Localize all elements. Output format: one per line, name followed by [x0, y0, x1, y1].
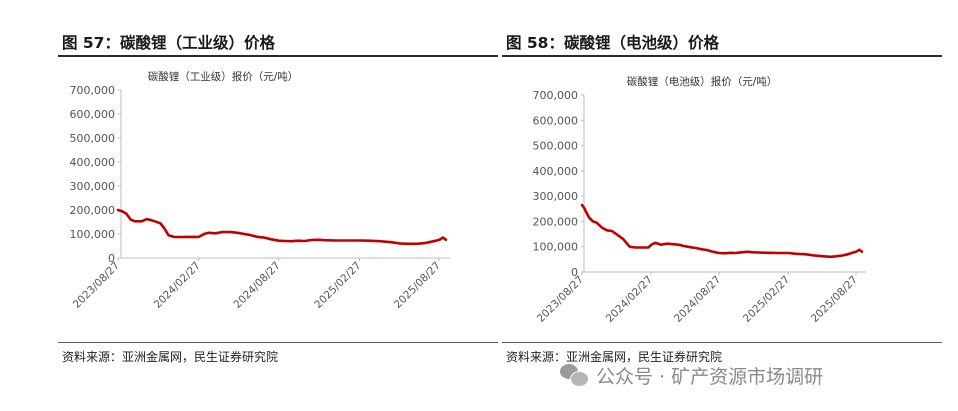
watermark-text: 公众号 · 矿产资源市场调研: [596, 365, 824, 388]
figure-58-panel: 图 58：碳酸锂（电池级）价格 碳酸锂（电池级）报价（元/吨） 700,000 60…: [502, 0, 942, 411]
series-line: [116, 208, 448, 246]
figure-57-panel: 图 57：碳酸锂（工业级）价格 碳酸锂（工业级）报价（元/吨） 700,000 60…: [58, 0, 498, 411]
y-tick-label: 300,000: [70, 180, 116, 193]
x-tick-label: 2024/08/27: [232, 260, 283, 311]
wechat-icon: [560, 364, 589, 387]
y-tick-label: 100,000: [533, 241, 579, 254]
y-tick-label: 400,000: [533, 165, 579, 178]
y-tick-label: 0: [108, 252, 115, 265]
y-tick-label: 500,000: [70, 132, 116, 145]
y-tick-label: 700,000: [533, 89, 579, 102]
x-tick-label: 2024/02/27: [152, 260, 203, 311]
y-tick-label: 300,000: [533, 190, 579, 203]
series-line: [580, 203, 864, 259]
y-tick-label: 700,000: [70, 84, 116, 97]
y-tick-label: 500,000: [533, 140, 579, 153]
x-tick-label: 2025/02/27: [312, 260, 363, 311]
x-tick-label: 2025/08/27: [392, 260, 443, 311]
chart-industrial-grade: 碳酸锂（工业级）报价（元/吨） 700,000 600,000 500,000 400,…: [70, 70, 450, 311]
source-note: 资料来源：亚洲金属网，民生证券研究院: [62, 350, 279, 364]
title-rule: [502, 55, 942, 57]
source-note: 资料来源：亚洲金属网，民生证券研究院: [506, 350, 723, 364]
y-tick-label: 100,000: [70, 228, 116, 241]
source-rule: [502, 342, 942, 343]
chart-title: 碳酸锂（工业级）报价（元/吨）: [148, 70, 299, 83]
title-rule: [58, 55, 498, 57]
figure-title: 图 57：碳酸锂（工业级）价格: [62, 34, 275, 52]
y-tick-label: 400,000: [70, 156, 116, 169]
chart-title: 碳酸锂（电池级）报价（元/吨）: [627, 75, 778, 88]
y-tick-label: 0: [571, 266, 578, 279]
x-tick-label: 2023/08/27: [71, 260, 122, 311]
y-tick-label: 200,000: [533, 215, 579, 228]
x-tick-label: 2024/02/27: [604, 274, 655, 325]
x-tick-label: 2025/08/27: [809, 274, 860, 325]
source-rule: [58, 342, 498, 343]
y-tick-label: 600,000: [533, 114, 579, 127]
y-tick-label: 600,000: [70, 108, 116, 121]
y-tick-label: 200,000: [70, 204, 116, 217]
chart-battery-grade: 碳酸锂（电池级）报价（元/吨） 700,000 600,000 500,000 400,…: [533, 75, 866, 325]
x-tick-label: 2025/02/27: [741, 274, 792, 325]
x-tick-label: 2023/08/27: [535, 274, 586, 325]
watermark: 公众号 · 矿产资源市场调研: [560, 360, 823, 390]
figure-title: 图 58：碳酸锂（电池级）价格: [506, 34, 719, 52]
x-tick-label: 2024/08/27: [672, 274, 723, 325]
